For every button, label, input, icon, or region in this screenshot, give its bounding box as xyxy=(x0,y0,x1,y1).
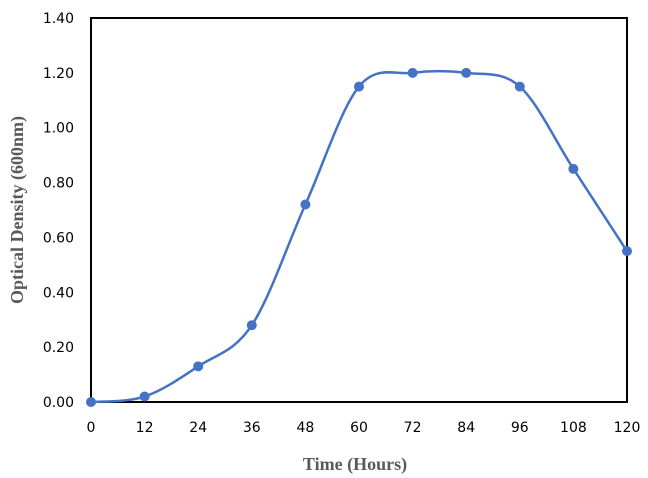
data-point xyxy=(354,81,364,92)
series-line xyxy=(90,69,629,404)
x-tick-label: 12 xyxy=(136,420,154,436)
x-tick-label: 0 xyxy=(87,420,96,436)
y-tick-label: 1.00 xyxy=(43,121,74,137)
x-tick-label: 24 xyxy=(189,420,207,436)
data-point xyxy=(139,391,150,402)
y-tick-label: 0.00 xyxy=(43,395,74,411)
data-point xyxy=(407,67,418,78)
y-tick-label: 0.20 xyxy=(43,340,74,356)
y-tick-label: 0.40 xyxy=(43,285,74,301)
y-axis-title: Optical Density (600nm) xyxy=(7,116,28,304)
x-tick-label: 108 xyxy=(560,420,587,436)
data-point xyxy=(568,163,579,174)
y-tick-label: 1.20 xyxy=(43,66,74,82)
x-axis-title: Time (Hours) xyxy=(303,454,407,475)
data-point xyxy=(461,67,472,78)
data-point xyxy=(514,81,525,92)
data-point xyxy=(193,361,204,372)
data-point xyxy=(86,397,96,407)
data-point xyxy=(622,246,632,257)
y-tick-label: 1.40 xyxy=(43,11,74,27)
x-tick-label: 72 xyxy=(404,420,422,436)
plot-area-border xyxy=(90,17,628,403)
y-tick-label: 0.60 xyxy=(43,230,74,246)
x-tick-label: 120 xyxy=(614,420,641,436)
y-tick-label: 0.80 xyxy=(43,176,74,192)
x-tick-label: 84 xyxy=(457,420,475,436)
x-tick-label: 36 xyxy=(243,420,261,436)
data-point xyxy=(246,320,257,331)
x-tick-label: 96 xyxy=(511,420,529,436)
x-tick-label: 60 xyxy=(350,420,368,436)
data-point xyxy=(300,199,311,210)
x-tick-label: 48 xyxy=(296,420,314,436)
